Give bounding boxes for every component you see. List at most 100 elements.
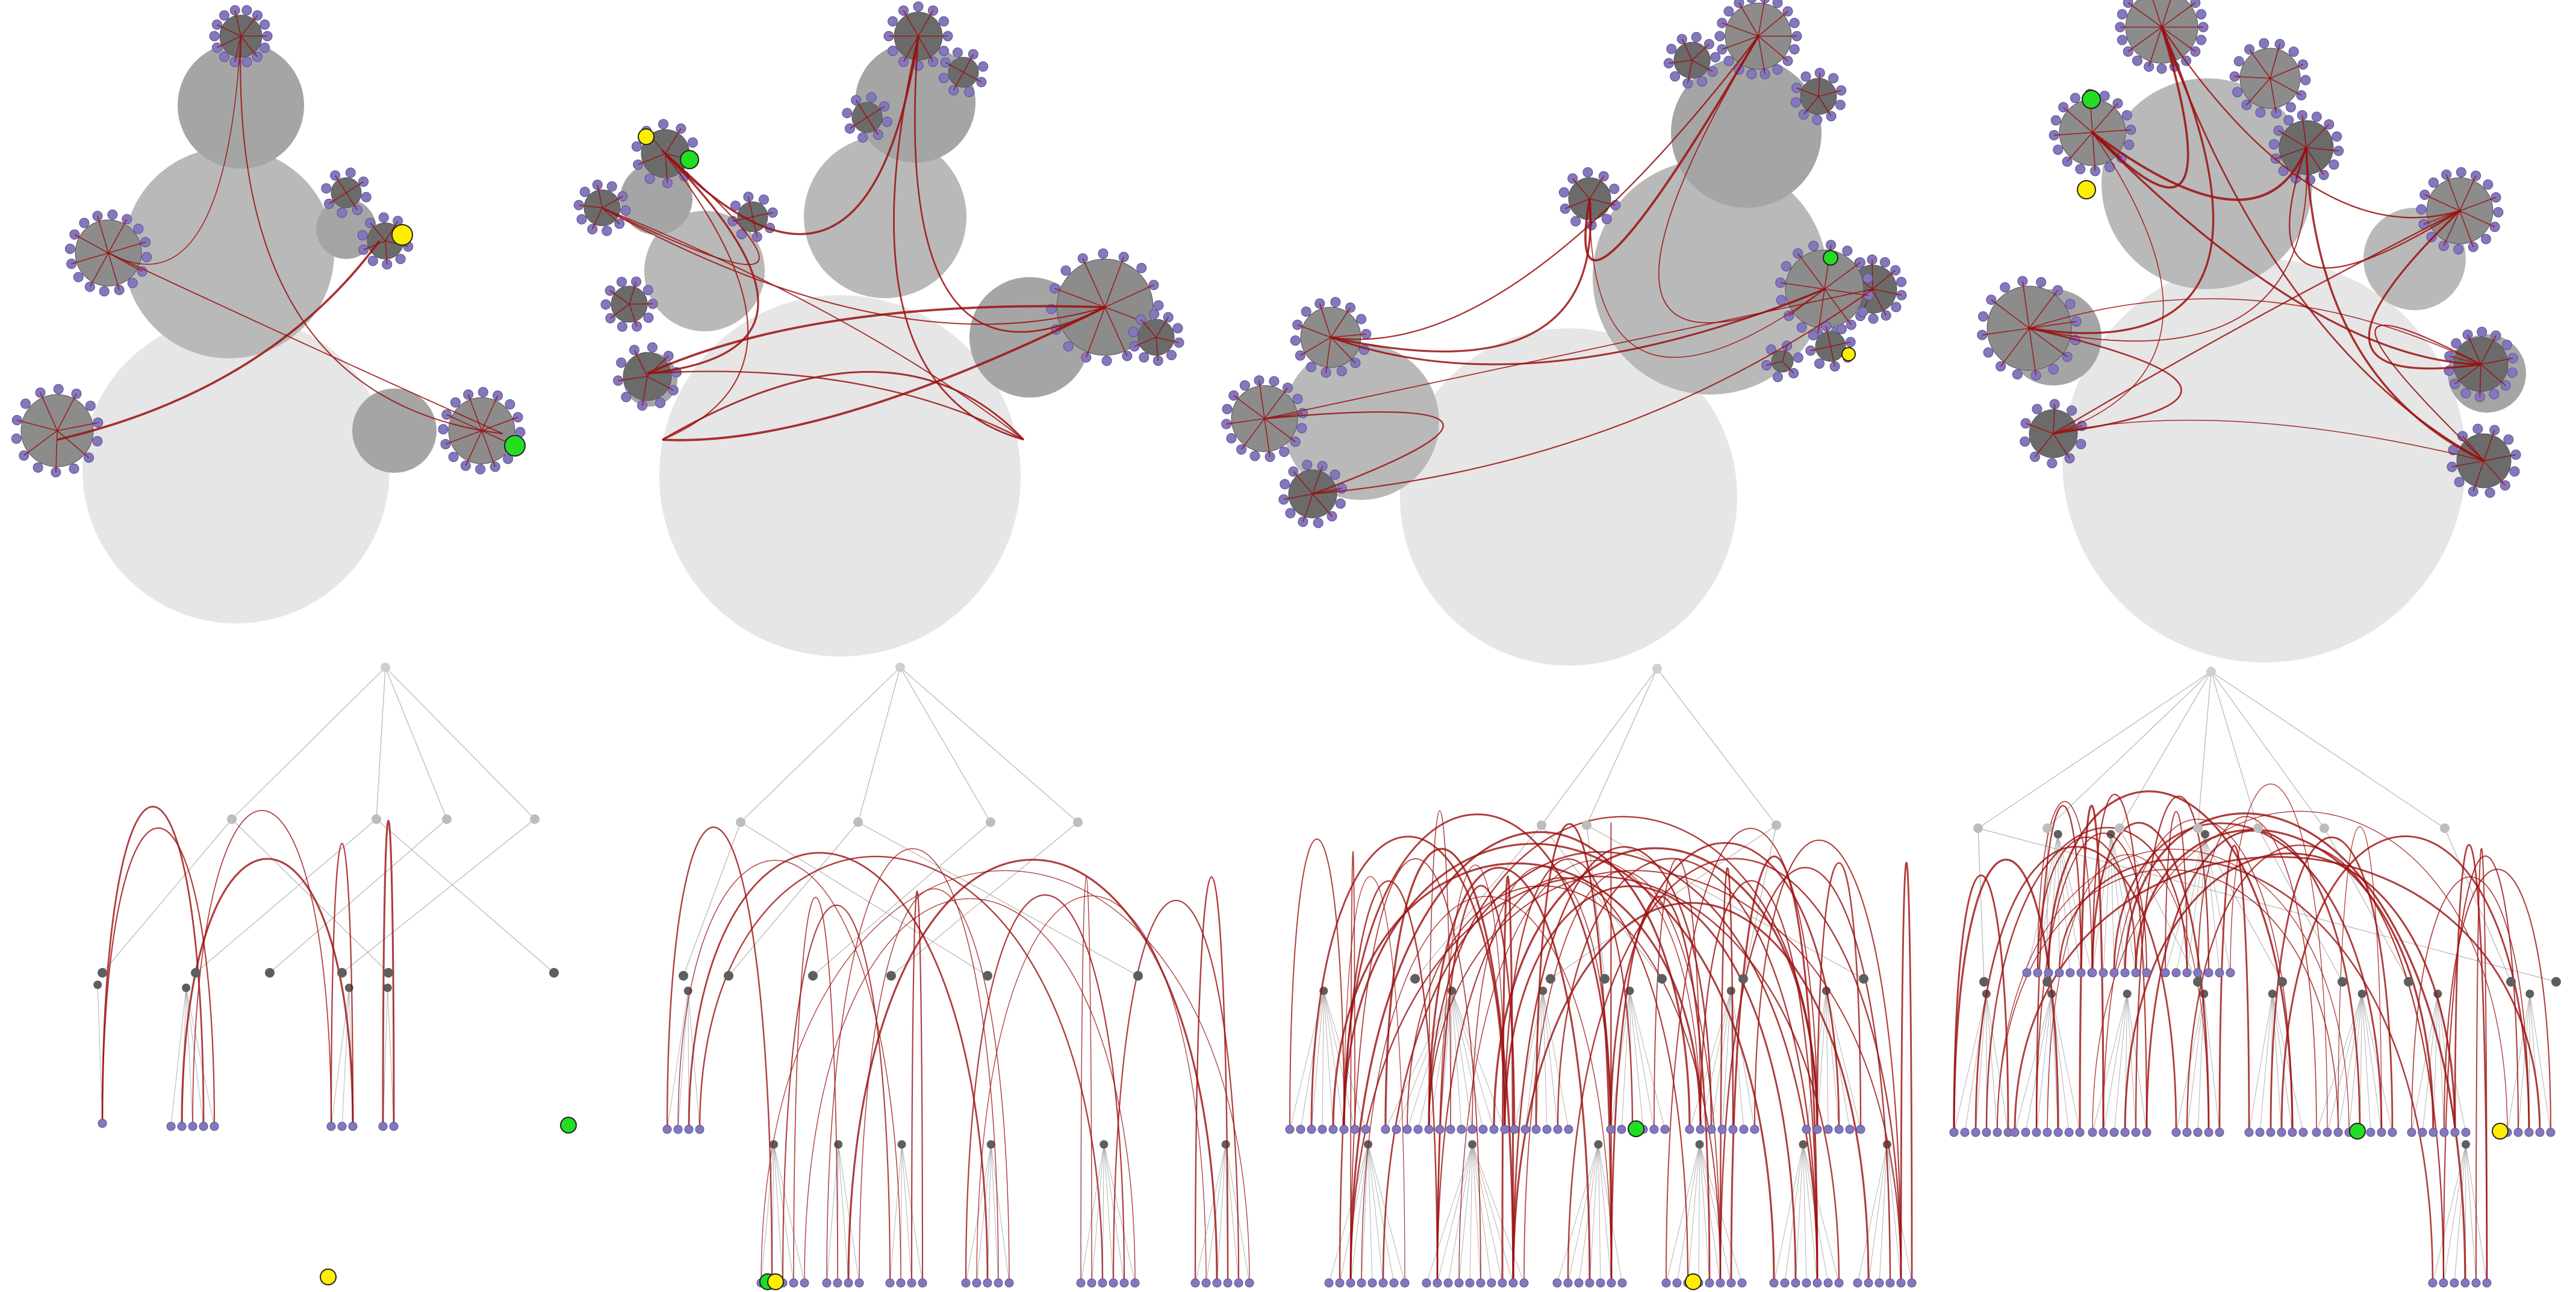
bundled-edge: [2270, 44, 2280, 79]
leaf-node-icon: [2226, 968, 2235, 978]
tree-line: [838, 1144, 860, 1284]
leaf-node-icon: [1457, 1125, 1466, 1134]
balloon-panel-2: [573, 1, 1184, 657]
tree-line: [1699, 1144, 1732, 1284]
tree-line: [740, 667, 901, 823]
inner-node-icon: [770, 1140, 779, 1149]
leaf-node-icon: [600, 299, 611, 310]
leaf-node-icon: [2255, 107, 2266, 118]
leaf-node-icon: [913, 1, 924, 12]
bundled-edge: [1258, 380, 1265, 419]
bundled-edge: [2029, 321, 2077, 329]
tree-panel-3: [1285, 664, 1917, 1290]
tree-line: [1451, 990, 1473, 1130]
bundled-edge: [1226, 418, 1265, 425]
tree-line: [1535, 990, 1543, 1130]
highlight-node-icon: [680, 150, 699, 169]
tree-line: [1657, 668, 1777, 826]
bundled-edge: [1319, 303, 1331, 338]
bundled-edge: [1610, 842, 1840, 1130]
bundled-edge: [1782, 361, 1794, 374]
tree-line: [185, 987, 193, 1127]
bundled-edge: [57, 240, 381, 441]
leaf-node-icon: [1585, 1278, 1594, 1288]
leaf-node-icon: [1789, 17, 1800, 28]
leaf-node-icon: [866, 92, 877, 103]
leaf-node-icon: [2312, 1128, 2321, 1137]
root-node-icon: [1652, 664, 1662, 673]
leaf-node-icon: [1791, 1278, 1800, 1288]
leaf-node-icon: [1324, 1278, 1334, 1288]
leaf-node-icon: [1346, 1278, 1355, 1288]
tree-line: [1195, 1144, 1227, 1284]
bundled-edge: [2459, 210, 2474, 248]
leaf-node-icon: [361, 192, 372, 202]
leaf-node-icon: [2472, 423, 2483, 434]
bundled-edge: [2270, 64, 2303, 79]
leaf-node-icon: [2450, 1128, 2460, 1137]
tree-line: [1557, 1144, 1599, 1284]
tree-line: [2165, 834, 2206, 973]
bundled-edge: [1104, 307, 1128, 357]
leaf-node-icon: [1285, 508, 1296, 519]
leaf-node-icon: [1446, 1125, 1455, 1134]
leaf-node-icon: [177, 1122, 187, 1131]
tree-line: [900, 667, 1078, 823]
bundled-edge: [97, 216, 109, 254]
level1-circle: [804, 136, 966, 298]
bundled-edge: [1264, 418, 1271, 457]
tree-line: [2127, 993, 2136, 1133]
leaf-node-icon: [2196, 9, 2207, 20]
bundled-edge: [1654, 858, 1701, 1130]
leaf-node-icon: [2428, 177, 2439, 188]
leaf-node-icon: [1606, 1125, 1616, 1134]
leaf-node-icon: [357, 230, 368, 241]
leaf-node-icon: [1378, 1278, 1388, 1288]
bundled-edge: [1512, 846, 1713, 1284]
bundled-edge: [2454, 844, 2488, 1284]
leaf-node-icon: [1558, 187, 1569, 198]
tree-line: [857, 822, 1139, 976]
leaf-node-icon: [1607, 1278, 1616, 1288]
bundled-edge: [2127, 2, 2162, 28]
bundled-edge: [2305, 147, 2484, 462]
tree-line: [2465, 1144, 2477, 1284]
tree-line: [2210, 671, 2445, 829]
leaf-node-icon: [1552, 1278, 1562, 1288]
leaf-node-icon: [1500, 1125, 1510, 1134]
bundled-edge: [633, 349, 648, 377]
bundled-edge: [1312, 289, 1873, 495]
leaf-node-icon: [1302, 460, 1313, 470]
leaf-node-icon: [2493, 207, 2504, 217]
tree-line: [891, 822, 1078, 976]
bundled-edge: [1264, 411, 1444, 495]
tree-line: [2047, 671, 2212, 829]
bundled-edge: [2029, 328, 2068, 358]
bundled-edge: [74, 234, 109, 254]
bundled-edge: [2037, 800, 2092, 973]
leaf-node-icon: [2171, 1128, 2181, 1137]
inner-node-icon: [98, 968, 107, 978]
bundled-edge: [2306, 147, 2324, 175]
leaf-node-icon: [1330, 297, 1341, 308]
leaf-node-icon: [964, 87, 975, 98]
leaf-node-icon: [2032, 1128, 2041, 1137]
leaf-node-icon: [2461, 1128, 2471, 1137]
bundled-edge: [849, 117, 868, 130]
bundled-edge: [1264, 418, 1296, 443]
bundled-edge: [2092, 129, 2131, 133]
bundled-edge: [101, 827, 216, 1127]
inner-node-icon: [1600, 974, 1610, 984]
bundled-edge: [2161, 27, 2196, 52]
tree-line: [2092, 993, 2128, 1133]
leaf-node-icon: [2044, 968, 2053, 978]
leaf-node-icon: [938, 16, 949, 27]
leaf-node-icon: [210, 1122, 219, 1131]
leaf-node-icon: [2156, 63, 2167, 74]
bundled-edge: [1289, 838, 1345, 1130]
tree-line: [773, 1144, 805, 1284]
inner-node-icon: [227, 814, 237, 824]
inner-node-icon: [1448, 987, 1457, 995]
leaf-node-icon: [2524, 1128, 2534, 1137]
